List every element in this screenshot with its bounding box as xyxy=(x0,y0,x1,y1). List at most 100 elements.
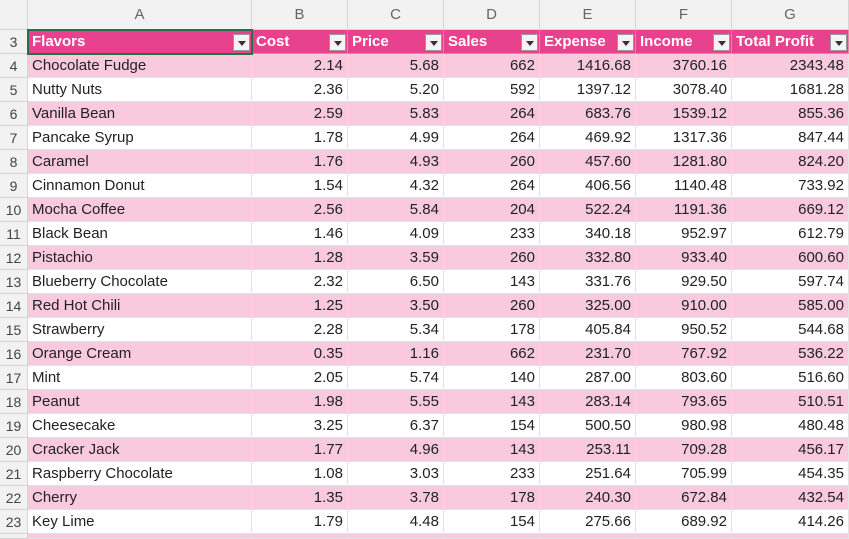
filter-button[interactable] xyxy=(830,34,847,51)
cell[interactable]: 2.59 xyxy=(252,102,348,126)
cell[interactable]: 4.96 xyxy=(348,438,444,462)
cell[interactable]: 204 xyxy=(444,198,540,222)
cell[interactable]: Orange Cream xyxy=(28,342,252,366)
column-header[interactable]: B xyxy=(252,0,348,30)
cell[interactable]: 585.00 xyxy=(732,294,849,318)
cell[interactable]: 233 xyxy=(444,222,540,246)
cell[interactable]: 143 xyxy=(444,270,540,294)
cell[interactable]: 178 xyxy=(444,318,540,342)
cell[interactable]: 1140.48 xyxy=(636,174,732,198)
row-header[interactable]: 17 xyxy=(0,366,28,390)
row-header[interactable]: 8 xyxy=(0,150,28,174)
cell[interactable]: Cinnamon Donut xyxy=(28,174,252,198)
cell[interactable]: 1.35 xyxy=(252,486,348,510)
cell[interactable]: Raspberry Chocolate xyxy=(28,462,252,486)
cell[interactable]: 1.08 xyxy=(252,462,348,486)
cell[interactable]: 705.99 xyxy=(636,462,732,486)
cell[interactable]: 287.00 xyxy=(540,366,636,390)
row-header[interactable]: 4 xyxy=(0,54,28,78)
cell[interactable]: 1.16 xyxy=(348,342,444,366)
cell[interactable]: 4.93 xyxy=(348,150,444,174)
cell[interactable]: 824.20 xyxy=(732,150,849,174)
cell[interactable]: 544.68 xyxy=(732,318,849,342)
row-header[interactable]: 19 xyxy=(0,414,28,438)
cell[interactable]: 910.00 xyxy=(636,294,732,318)
cell[interactable]: 332.80 xyxy=(540,246,636,270)
cell[interactable]: 480.48 xyxy=(732,414,849,438)
cell[interactable]: 803.60 xyxy=(636,366,732,390)
cell[interactable]: 432.54 xyxy=(732,486,849,510)
cell[interactable]: Key Lime xyxy=(28,510,252,534)
cell[interactable]: 6.50 xyxy=(348,270,444,294)
cell[interactable]: 3078.40 xyxy=(636,78,732,102)
cell[interactable]: 933.40 xyxy=(636,246,732,270)
cell[interactable]: 454.35 xyxy=(732,462,849,486)
cell[interactable]: Blueberry Chocolate xyxy=(28,270,252,294)
cell[interactable]: 1.98 xyxy=(252,390,348,414)
cell[interactable]: 140 xyxy=(444,366,540,390)
cell[interactable]: 5.83 xyxy=(348,102,444,126)
cell[interactable]: 669.12 xyxy=(732,198,849,222)
cell[interactable]: 2.14 xyxy=(252,54,348,78)
cell[interactable]: 251.64 xyxy=(540,462,636,486)
cell[interactable]: 516.60 xyxy=(732,366,849,390)
filter-button[interactable] xyxy=(329,34,346,51)
cell[interactable]: 260 xyxy=(444,150,540,174)
cell[interactable]: 1539.12 xyxy=(636,102,732,126)
cell[interactable]: 264 xyxy=(444,102,540,126)
cell[interactable]: 1397.12 xyxy=(540,78,636,102)
cell[interactable]: 264 xyxy=(444,174,540,198)
cell[interactable]: 260 xyxy=(444,294,540,318)
cell[interactable]: 1.78 xyxy=(252,126,348,150)
row-header[interactable]: 5 xyxy=(0,78,28,102)
cell[interactable]: 536.22 xyxy=(732,342,849,366)
cell[interactable]: 672.84 xyxy=(636,486,732,510)
cell[interactable]: 457.60 xyxy=(540,150,636,174)
row-header[interactable]: 10 xyxy=(0,198,28,222)
cell[interactable]: 154 xyxy=(444,414,540,438)
row-header[interactable]: 7 xyxy=(0,126,28,150)
cell[interactable]: 456.17 xyxy=(732,438,849,462)
cell[interactable]: Mint xyxy=(28,366,252,390)
cell[interactable]: 5.55 xyxy=(348,390,444,414)
cell[interactable]: 522.24 xyxy=(540,198,636,222)
row-header[interactable]: 18 xyxy=(0,390,28,414)
cell[interactable]: 597.74 xyxy=(732,270,849,294)
cell[interactable]: 733.92 xyxy=(732,174,849,198)
cell[interactable]: 855.36 xyxy=(732,102,849,126)
cell[interactable]: 3760.16 xyxy=(636,54,732,78)
column-header[interactable]: G xyxy=(732,0,849,30)
column-header[interactable]: C xyxy=(348,0,444,30)
cell[interactable]: 325.00 xyxy=(540,294,636,318)
filter-button[interactable] xyxy=(617,34,634,51)
table-header-cell[interactable]: Flavors xyxy=(28,30,252,54)
cell[interactable]: 3.59 xyxy=(348,246,444,270)
cell[interactable]: 4.09 xyxy=(348,222,444,246)
column-header[interactable]: D xyxy=(444,0,540,30)
cell[interactable]: Black Bean xyxy=(28,222,252,246)
cell[interactable]: 405.84 xyxy=(540,318,636,342)
cell[interactable]: Pistachio xyxy=(28,246,252,270)
column-header[interactable]: E xyxy=(540,0,636,30)
row-header[interactable]: 12 xyxy=(0,246,28,270)
cell[interactable]: 2343.48 xyxy=(732,54,849,78)
row-header[interactable]: 13 xyxy=(0,270,28,294)
cell[interactable]: 767.92 xyxy=(636,342,732,366)
cell[interactable]: 600.60 xyxy=(732,246,849,270)
cell[interactable]: Strawberry xyxy=(28,318,252,342)
cell[interactable]: 1416.68 xyxy=(540,54,636,78)
cell[interactable]: 1.46 xyxy=(252,222,348,246)
cell[interactable]: 5.34 xyxy=(348,318,444,342)
cell[interactable]: 500.50 xyxy=(540,414,636,438)
cell[interactable]: 689.92 xyxy=(636,510,732,534)
cell[interactable]: 5.74 xyxy=(348,366,444,390)
cell[interactable]: 2.56 xyxy=(252,198,348,222)
cell[interactable]: 929.50 xyxy=(636,270,732,294)
cell[interactable]: 1.77 xyxy=(252,438,348,462)
cell[interactable]: Mocha Coffee xyxy=(28,198,252,222)
cell[interactable]: Cracker Jack xyxy=(28,438,252,462)
row-header[interactable]: 14 xyxy=(0,294,28,318)
filter-button[interactable] xyxy=(521,34,538,51)
cell[interactable]: 240.30 xyxy=(540,486,636,510)
cell[interactable]: Cherry xyxy=(28,486,252,510)
